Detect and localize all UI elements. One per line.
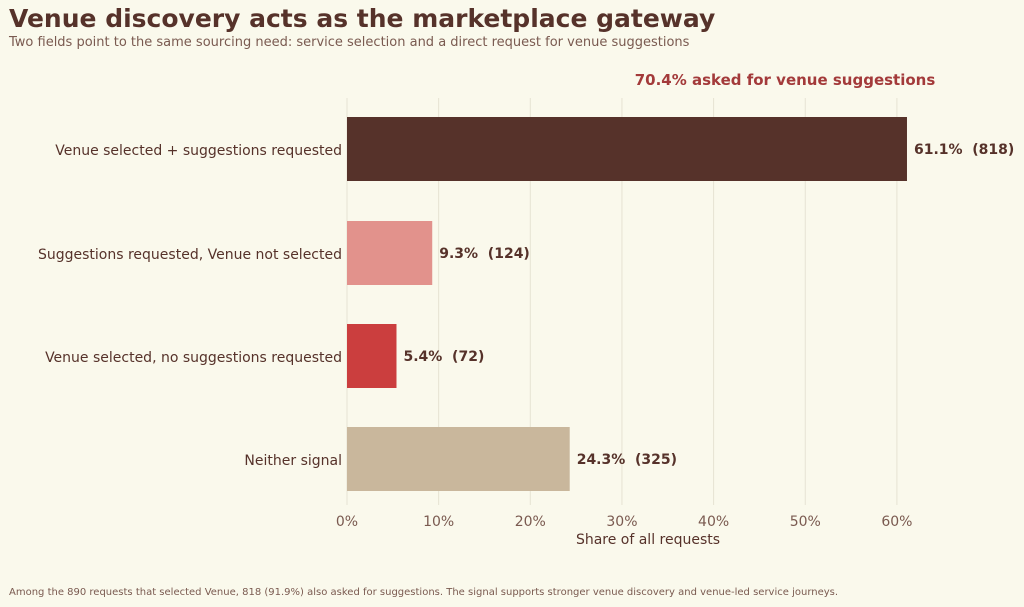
category-label: Neither signal	[244, 453, 342, 469]
data-labels: 61.1% (818) 9.3% (124) 5.4% (72) 24.3% (325…	[403, 142, 1014, 468]
annotation: 70.4% asked for venue suggestions	[635, 71, 936, 89]
x-axis-label: Share of all requests	[576, 532, 720, 548]
x-tick-label: 50%	[790, 514, 821, 530]
bar	[347, 221, 433, 285]
x-tick-label: 20%	[515, 514, 546, 530]
chart-subtitle: Two fields point to the same sourcing ne…	[9, 35, 690, 50]
bar	[347, 427, 570, 491]
bar-value-label: 9.3% (124)	[439, 246, 530, 262]
category-label: Suggestions requested, Venue not selecte…	[38, 247, 342, 263]
x-axis-ticks: 0% 10% 20% 30% 40% 50% 60%	[336, 514, 913, 530]
bar-value-label: 61.1% (818)	[914, 142, 1014, 158]
chart-title: Venue discovery acts as the marketplace …	[9, 4, 716, 33]
x-tick-label: 0%	[336, 514, 358, 530]
bar-value-label: 5.4% (72)	[403, 349, 484, 365]
footnote: Among the 890 requests that selected Ven…	[9, 587, 839, 598]
bar-value-label: 24.3% (325)	[577, 452, 677, 468]
x-tick-label: 60%	[881, 514, 912, 530]
bar-chart: 61.1% (818) 9.3% (124) 5.4% (72) 24.3% (325…	[38, 71, 1014, 548]
bar	[347, 324, 397, 388]
x-tick-label: 30%	[606, 514, 637, 530]
bar	[347, 117, 907, 181]
bars	[347, 117, 907, 491]
category-label: Venue selected, no suggestions requested	[45, 350, 342, 366]
x-tick-label: 10%	[423, 514, 454, 530]
x-tick-label: 40%	[698, 514, 729, 530]
category-labels: Venue selected + suggestions requested Su…	[38, 143, 342, 469]
category-label: Venue selected + suggestions requested	[55, 143, 342, 159]
